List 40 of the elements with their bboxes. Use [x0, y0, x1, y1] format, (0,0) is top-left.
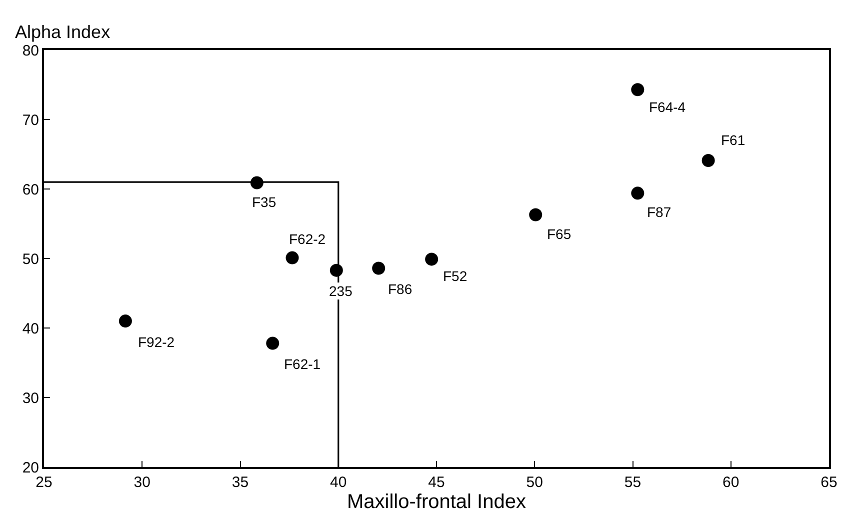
x-tick-label: 25 [36, 474, 52, 491]
point [330, 264, 343, 277]
annotation: F65 [547, 226, 572, 242]
point [250, 176, 264, 190]
annotation: F35 [252, 194, 276, 210]
x-tick-label: 65 [820, 474, 838, 491]
annotation: F62-2 [289, 231, 326, 247]
x-axis-title: Maxillo-frontal Index [347, 491, 526, 513]
x-tick-label: 50 [526, 474, 543, 491]
point [286, 251, 299, 264]
annotation: F64-4 [649, 99, 686, 115]
annotation: F62-1 [284, 356, 321, 372]
y-tick-label: 30 [22, 390, 39, 407]
y-tick-label: 80 [22, 42, 39, 60]
point [372, 262, 386, 275]
x-tick-label: 40 [330, 474, 347, 491]
x-tick-label: 45 [428, 474, 445, 491]
annotation: F52 [443, 268, 468, 284]
point [631, 83, 644, 96]
y-tick-label: 20 [22, 459, 39, 476]
y-tick-label: 60 [22, 181, 39, 198]
annotation: F87 [647, 204, 672, 220]
point [118, 314, 132, 328]
point [631, 186, 644, 200]
point [529, 208, 542, 222]
x-tick-label: 60 [722, 474, 740, 491]
point [702, 154, 715, 168]
x-tick-label: 30 [134, 474, 150, 491]
y-axis-title: Alpha Index [15, 22, 110, 42]
point [425, 252, 438, 266]
y-tick-label: 50 [22, 250, 39, 268]
annotation: F86 [388, 281, 412, 297]
annotation: F92-2 [138, 334, 175, 350]
annotation: F61 [721, 132, 746, 148]
point [266, 336, 280, 350]
y-tick-label: 40 [22, 320, 39, 338]
x-tick-label: 55 [624, 474, 642, 491]
y-tick-label: 70 [22, 112, 39, 129]
x-tick-label: 35 [232, 474, 249, 491]
annotation: 235 [329, 283, 353, 299]
